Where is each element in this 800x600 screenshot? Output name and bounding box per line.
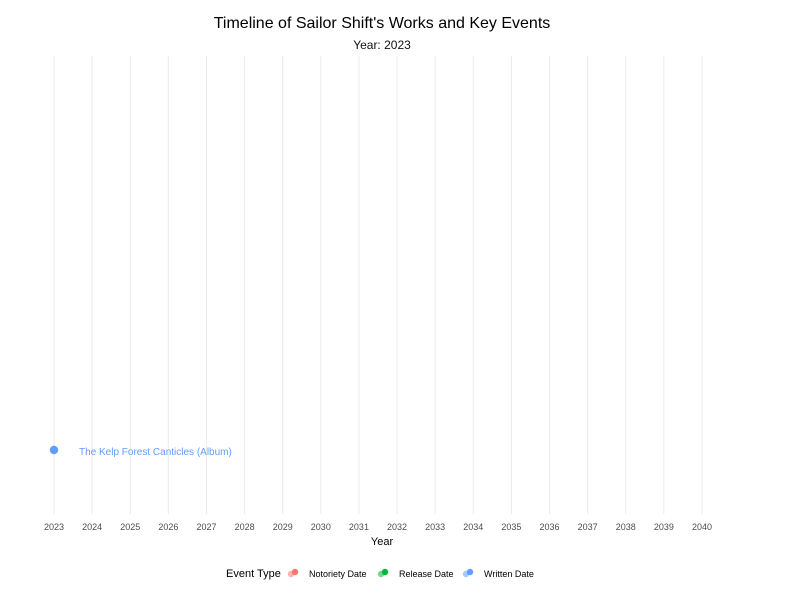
- x-tick-label: 2032: [387, 522, 407, 532]
- legend-label: Notoriety Date: [309, 569, 367, 579]
- legend-title: Event Type: [226, 568, 281, 580]
- x-tick-label: 2035: [501, 522, 521, 532]
- x-tick-labels: 2023 2024 2025 2026 2027 2028 2029 2030 2031 2032…: [44, 522, 712, 532]
- data-point: [49, 445, 59, 455]
- x-tick-label: 2031: [349, 522, 369, 532]
- x-tick-label: 2033: [425, 522, 445, 532]
- data-point-label: The Kelp Forest Canticles (Album): [79, 447, 232, 458]
- x-tick-label: 2023: [44, 522, 64, 532]
- x-axis-title: Year: [371, 536, 394, 548]
- data-points: The Kelp Forest Canticles (Album): [49, 445, 232, 458]
- x-tick-label: 2024: [82, 522, 102, 532]
- legend-key: [377, 568, 389, 578]
- x-tick-label: 2028: [235, 522, 255, 532]
- x-tick-label: 2030: [311, 522, 331, 532]
- x-tick-label: 2029: [273, 522, 293, 532]
- x-tick-label: 2037: [578, 522, 598, 532]
- legend-label: Release Date: [399, 569, 454, 579]
- x-tick-label: 2039: [654, 522, 674, 532]
- x-tick-label: 2036: [540, 522, 560, 532]
- x-tick-label: 2040: [692, 522, 712, 532]
- legend-label: Written Date: [484, 569, 534, 579]
- x-tick-label: 2027: [196, 522, 216, 532]
- x-tick-label: 2038: [616, 522, 636, 532]
- chart-title: Timeline of Sailor Shift's Works and Key…: [214, 15, 551, 32]
- x-gridlines: [53, 56, 703, 514]
- chart-subtitle: Year: 2023: [353, 38, 411, 52]
- legend: Event Type Notoriety Date Release Date Writ…: [226, 568, 534, 580]
- legend-key: [462, 568, 474, 578]
- legend-key: [287, 568, 299, 578]
- x-tick-label: 2025: [120, 522, 140, 532]
- x-tick-label: 2026: [158, 522, 178, 532]
- x-tick-label: 2034: [463, 522, 483, 532]
